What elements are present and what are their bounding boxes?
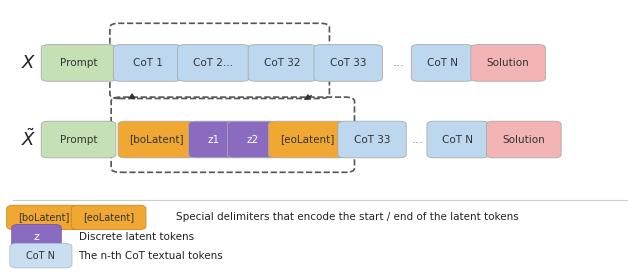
Text: CoT N: CoT N (427, 58, 458, 68)
Text: CoT 1: CoT 1 (132, 58, 163, 68)
Text: CoT 32: CoT 32 (264, 58, 301, 68)
Text: [eoLatent]: [eoLatent] (280, 134, 335, 145)
FancyBboxPatch shape (6, 205, 81, 230)
FancyBboxPatch shape (41, 121, 116, 158)
FancyBboxPatch shape (10, 244, 72, 268)
FancyBboxPatch shape (118, 121, 196, 158)
FancyBboxPatch shape (12, 224, 61, 249)
Text: Prompt: Prompt (60, 58, 97, 68)
Text: CoT 33: CoT 33 (330, 58, 367, 68)
Text: ...: ... (392, 56, 404, 69)
Text: Special delimiters that encode the start / end of the latent tokens: Special delimiters that encode the start… (176, 212, 518, 222)
Text: CoT N: CoT N (26, 251, 56, 261)
FancyBboxPatch shape (227, 121, 277, 158)
FancyBboxPatch shape (269, 121, 346, 158)
Text: Prompt: Prompt (60, 134, 97, 145)
Text: ...: ... (412, 133, 423, 146)
FancyBboxPatch shape (486, 121, 561, 158)
FancyBboxPatch shape (189, 121, 238, 158)
Text: CoT 2...: CoT 2... (193, 58, 234, 68)
Text: The n-th CoT textual tokens: The n-th CoT textual tokens (79, 251, 223, 261)
FancyBboxPatch shape (471, 45, 545, 81)
FancyBboxPatch shape (412, 45, 474, 81)
FancyBboxPatch shape (113, 45, 182, 81)
Text: z1: z1 (207, 134, 220, 145)
FancyBboxPatch shape (41, 45, 116, 81)
Text: $X$: $X$ (20, 54, 36, 72)
FancyBboxPatch shape (314, 45, 383, 81)
Text: Discrete latent tokens: Discrete latent tokens (79, 232, 194, 242)
Text: z: z (33, 232, 40, 242)
Text: [boLatent]: [boLatent] (19, 212, 70, 222)
Text: Solution: Solution (502, 134, 545, 145)
Text: Solution: Solution (487, 58, 529, 68)
Text: $\tilde{X}$: $\tilde{X}$ (20, 129, 36, 150)
Text: [boLatent]: [boLatent] (130, 134, 184, 145)
Text: CoT 33: CoT 33 (354, 134, 390, 145)
FancyBboxPatch shape (178, 45, 249, 81)
Text: CoT N: CoT N (442, 134, 474, 145)
FancyBboxPatch shape (248, 45, 317, 81)
Text: [eoLatent]: [eoLatent] (83, 212, 134, 222)
FancyBboxPatch shape (71, 205, 146, 230)
FancyBboxPatch shape (338, 121, 406, 158)
Text: z2: z2 (246, 134, 259, 145)
FancyBboxPatch shape (427, 121, 489, 158)
